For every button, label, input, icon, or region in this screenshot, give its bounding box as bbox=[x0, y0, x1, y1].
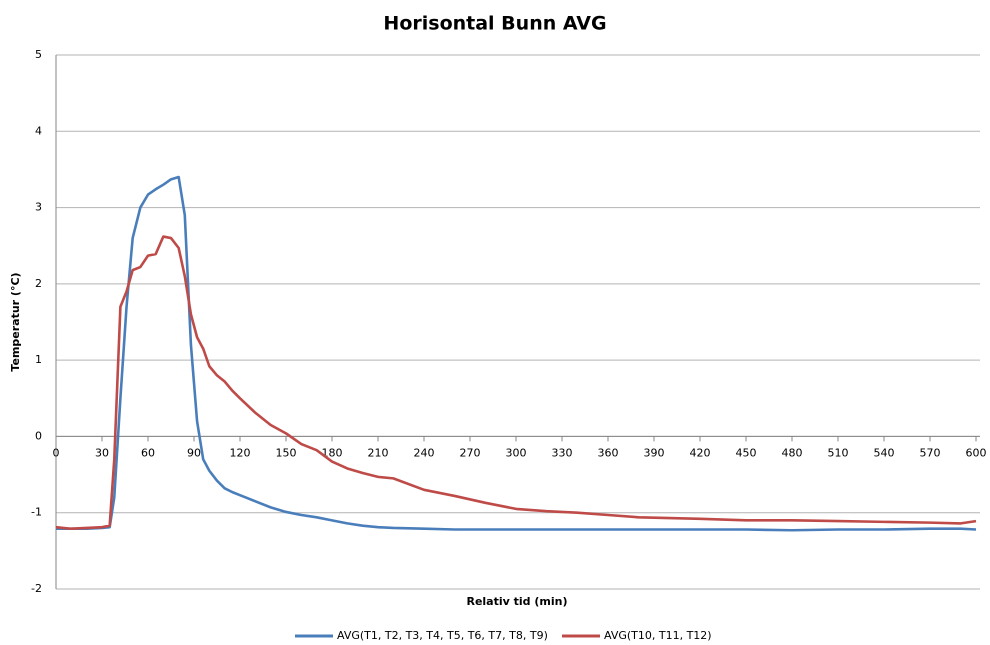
x-tick-label: 210 bbox=[368, 446, 389, 459]
x-tick-label: 510 bbox=[828, 446, 849, 459]
y-tick-label: 0 bbox=[35, 429, 42, 442]
x-tick-label: 570 bbox=[920, 446, 941, 459]
x-tick-label: 360 bbox=[598, 446, 619, 459]
legend-label: AVG(T10, T11, T12) bbox=[604, 629, 712, 642]
x-tick-label: 390 bbox=[644, 446, 665, 459]
x-tick-label: 270 bbox=[460, 446, 481, 459]
x-tick-label: 420 bbox=[690, 446, 711, 459]
x-tick-label: 120 bbox=[230, 446, 251, 459]
y-tick-label: 1 bbox=[35, 353, 42, 366]
chart-title: Horisontal Bunn AVG bbox=[383, 13, 606, 35]
x-tick-label: 240 bbox=[414, 446, 435, 459]
y-tick-label: 3 bbox=[35, 201, 42, 214]
y-tick-label: -2 bbox=[31, 582, 42, 595]
x-tick-label: 600 bbox=[966, 446, 987, 459]
x-tick-label: 450 bbox=[736, 446, 757, 459]
x-tick-label: 540 bbox=[874, 446, 895, 459]
legend-label: AVG(T1, T2, T3, T4, T5, T6, T7, T8, T9) bbox=[337, 629, 548, 642]
x-tick-label: 150 bbox=[276, 446, 297, 459]
series-line bbox=[55, 235, 977, 531]
y-axis-label: Temperatur (°C) bbox=[9, 272, 22, 371]
x-tick-label: 480 bbox=[782, 446, 803, 459]
x-tick-label: 60 bbox=[141, 446, 155, 459]
x-axis-label: Relativ tid (min) bbox=[466, 595, 567, 608]
x-tick-label: 90 bbox=[187, 446, 201, 459]
y-tick-label: 5 bbox=[35, 48, 42, 61]
y-tick-label: 4 bbox=[35, 124, 42, 137]
y-tick-label: 2 bbox=[35, 277, 42, 290]
x-tick-label: 330 bbox=[552, 446, 573, 459]
x-tick-label: 300 bbox=[506, 446, 527, 459]
series-line bbox=[56, 175, 977, 532]
x-tick-label: 0 bbox=[53, 446, 60, 459]
y-tick-label: -1 bbox=[31, 506, 42, 519]
x-tick-label: 30 bbox=[95, 446, 109, 459]
